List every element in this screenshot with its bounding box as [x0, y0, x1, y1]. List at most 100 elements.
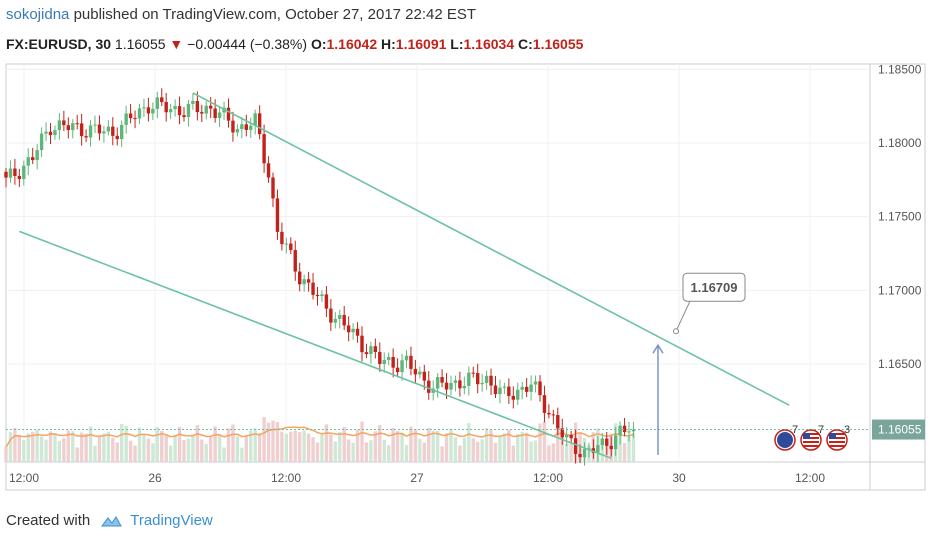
price-tick-label: 1.16500: [878, 357, 922, 371]
author-link[interactable]: sokojidna: [6, 6, 70, 23]
last-price-tag-label: 1.16055: [878, 423, 922, 437]
candle-body: [244, 124, 248, 130]
time-axis[interactable]: 12:00 26 12:00 27 12:00 30 12:00: [9, 471, 825, 485]
volume-bar: [71, 431, 75, 462]
volume-bars: [4, 416, 636, 462]
candle-body: [378, 352, 382, 364]
volume-bar: [53, 433, 57, 462]
candle-body: [231, 120, 235, 133]
volume-bar: [293, 430, 297, 462]
volume-bar: [8, 432, 13, 462]
candle-body: [529, 384, 533, 392]
volume-bar: [284, 433, 289, 462]
candle-body: [128, 113, 133, 119]
candle-body: [44, 131, 48, 134]
volume-bar: [146, 438, 151, 462]
volume-bar: [235, 436, 240, 462]
volume-bar: [244, 435, 248, 462]
volume-bar: [329, 434, 333, 462]
candle-body: [533, 381, 538, 385]
volume-bar: [111, 438, 115, 462]
volume-bar: [253, 428, 257, 462]
volume-bar: [4, 447, 8, 462]
candle-body: [124, 113, 128, 125]
volume-bar: [137, 427, 142, 462]
chart-frame: [5, 63, 926, 491]
eu-flag-icon[interactable]: 7: [774, 424, 798, 451]
volume-bar: [315, 442, 320, 462]
volume-bar: [151, 443, 155, 462]
volume-bar: [498, 435, 502, 462]
candle-body: [373, 346, 378, 353]
volume-bar: [302, 430, 306, 462]
volume-bar: [346, 439, 351, 462]
us-flag-icon[interactable]: 7: [800, 424, 824, 451]
candle-body: [262, 134, 266, 164]
candle-body: [120, 124, 124, 140]
candle-body: [404, 355, 409, 361]
candle-body: [8, 168, 13, 178]
callout-label: 1.16709: [691, 280, 738, 295]
time-tick-label: 12:00: [795, 471, 825, 485]
candle-body: [605, 438, 609, 446]
price-change: −0.00444 (−0.38%): [187, 36, 308, 52]
candle-body: [102, 131, 106, 134]
time-tick-label: 30: [672, 471, 686, 485]
us-flag-icon[interactable]: 3: [826, 424, 850, 451]
candle-body: [587, 448, 591, 450]
candle-body: [53, 130, 57, 136]
volume-bar: [280, 431, 284, 462]
publish-info: sokojidna published on TradingView.com, …: [6, 6, 476, 23]
volume-bar: [489, 430, 493, 462]
volume-bar: [364, 442, 369, 462]
candle-body: [293, 250, 297, 272]
symbol-label: FX:EURUSD, 30: [6, 36, 112, 52]
candle-body: [489, 375, 493, 386]
event-badges[interactable]: 7 7 3: [774, 424, 850, 451]
volume-bar: [435, 430, 440, 462]
price-chart[interactable]: 1.18500 1.18000 1.17500 1.17000 1.16500 1.160…: [0, 62, 932, 502]
candle-body: [471, 372, 475, 374]
down-arrow-icon: ▼: [169, 36, 184, 52]
candle-body: [569, 434, 573, 439]
trendlines[interactable]: [19, 92, 790, 460]
volume-bar: [133, 445, 137, 462]
volume-bar: [458, 445, 462, 462]
volume-bar: [231, 424, 235, 462]
trendline-lower[interactable]: [19, 230, 612, 460]
volume-bar: [62, 438, 66, 462]
candle-body: [369, 346, 373, 355]
candle-body: [480, 382, 484, 385]
candle-body: [547, 412, 551, 415]
candle-body: [578, 453, 582, 458]
volume-bar: [120, 423, 124, 462]
candle-body: [106, 126, 111, 132]
candle-body: [57, 120, 62, 131]
candle-body: [551, 414, 556, 416]
price-callout[interactable]: 1.16709: [652, 272, 746, 455]
volume-bar: [351, 442, 355, 462]
volume-bar: [31, 431, 35, 462]
candle-body: [298, 271, 302, 285]
price-axis[interactable]: 1.18500 1.18000 1.17500 1.17000 1.16500 1.160…: [872, 62, 925, 440]
candle-body: [516, 389, 520, 400]
volume-bar: [320, 433, 324, 462]
price-tick-label: 1.17500: [878, 210, 922, 224]
candle-body: [195, 100, 200, 113]
candle-body: [235, 128, 240, 133]
volume-bar: [142, 434, 146, 462]
tradingview-link[interactable]: TradingView: [130, 512, 213, 529]
volume-bar: [48, 431, 53, 462]
candle-body: [484, 375, 489, 383]
candle-body: [560, 428, 564, 438]
candle-body: [284, 243, 289, 245]
trendline-upper[interactable]: [192, 92, 790, 406]
volume-bar: [88, 426, 93, 462]
volume-bar: [84, 433, 88, 462]
candle-body: [600, 438, 604, 446]
volume-bar: [191, 435, 195, 462]
candle-body: [538, 381, 542, 396]
candle-body: [462, 385, 467, 389]
candle-body: [160, 97, 164, 103]
candle-body: [168, 109, 173, 113]
